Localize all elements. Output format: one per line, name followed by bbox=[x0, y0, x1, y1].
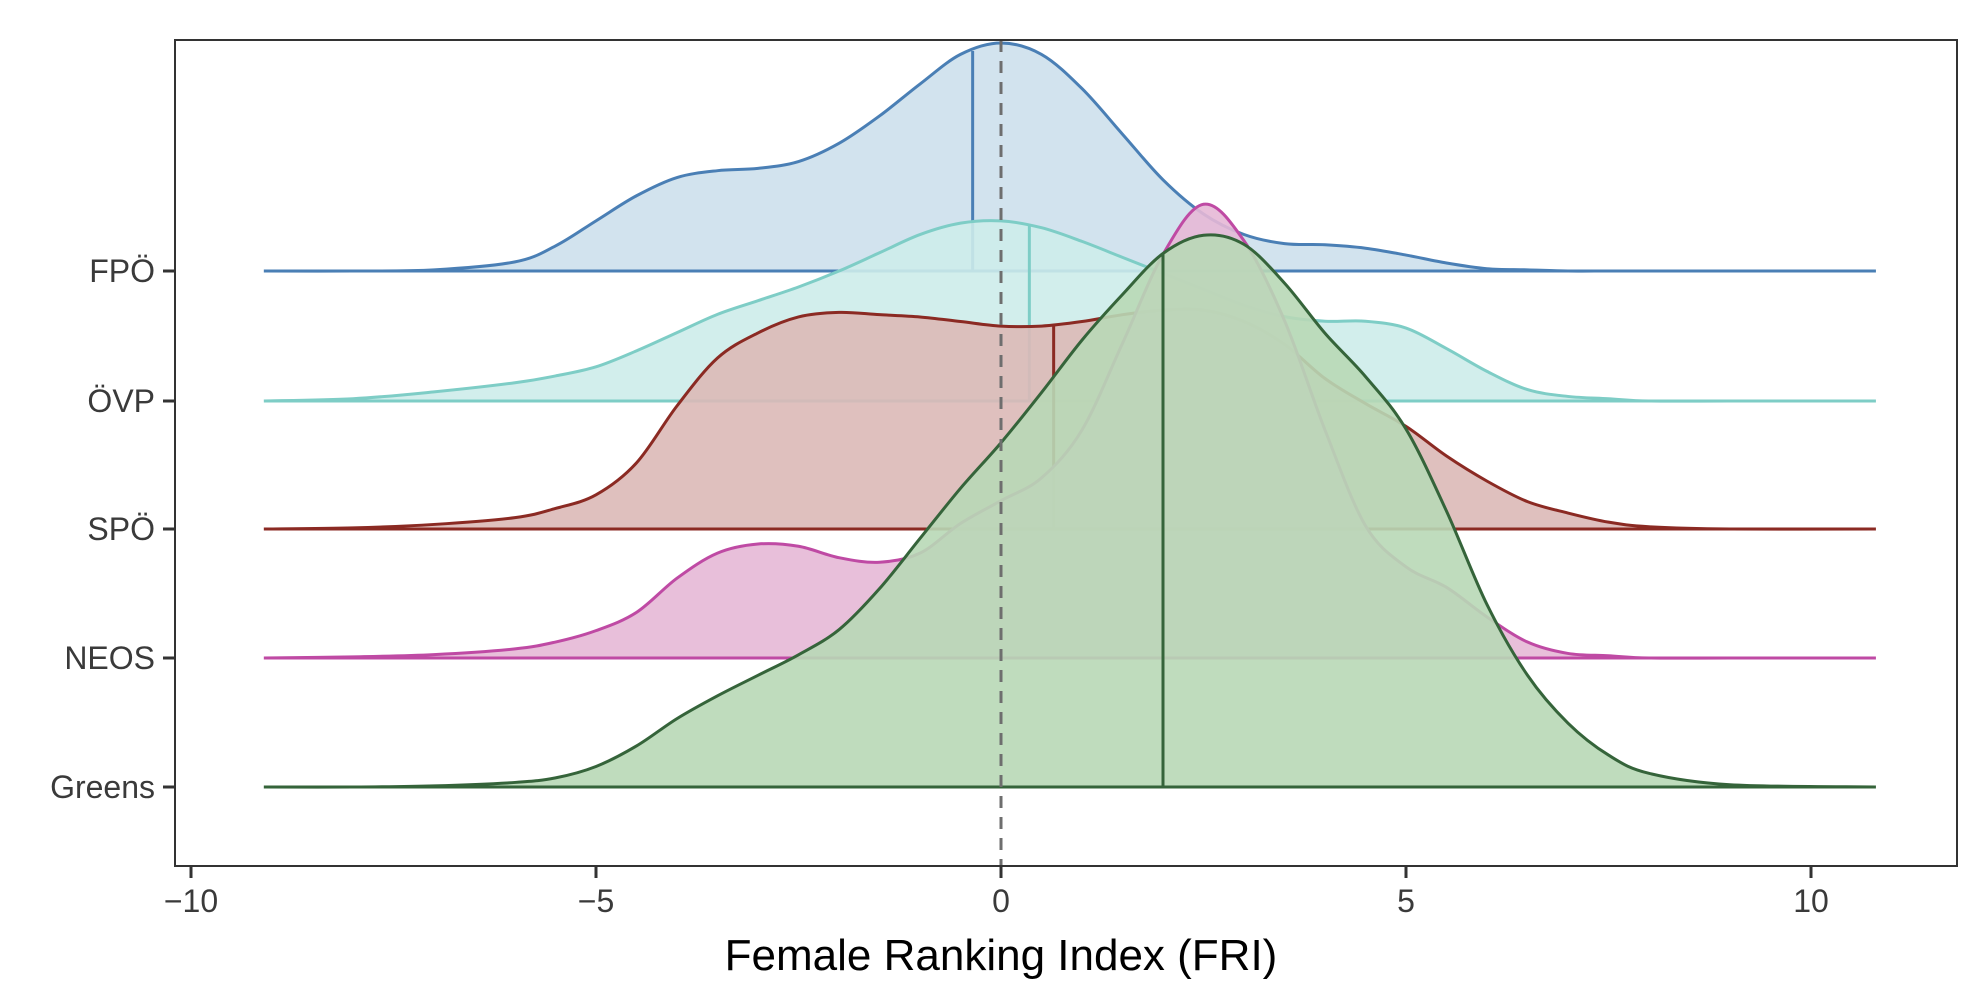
x-tick-label-4: 10 bbox=[1793, 883, 1829, 919]
x-tick-label-0: −10 bbox=[164, 883, 218, 919]
ridge-greens bbox=[263, 233, 1876, 789]
ridge-line-fp bbox=[263, 41, 1876, 273]
x-tick-label-3: 5 bbox=[1397, 883, 1415, 919]
y-tick-label-fp: FPÖ bbox=[89, 253, 155, 289]
x-tick-label-1: −5 bbox=[578, 883, 614, 919]
y-tick-label-greens: Greens bbox=[50, 769, 155, 805]
x-axis: −10 −5 0 5 10 bbox=[164, 866, 1829, 919]
y-tick-label-neos: NEOS bbox=[64, 640, 155, 676]
ridge-line-greens bbox=[263, 233, 1876, 789]
x-tick-label-2: 0 bbox=[992, 883, 1010, 919]
x-axis-title: Female Ranking Index (FRI) bbox=[725, 931, 1278, 980]
ridge-line-sp bbox=[263, 307, 1876, 531]
density-ridges bbox=[263, 41, 1876, 789]
ridge-area-greens bbox=[263, 234, 1876, 788]
panel-border bbox=[174, 39, 1958, 867]
y-tick-label-vp: ÖVP bbox=[87, 383, 155, 419]
ridge-line-vp bbox=[263, 219, 1876, 403]
y-tick-label-sp: SPÖ bbox=[87, 511, 155, 547]
ridge-area-vp bbox=[263, 220, 1876, 402]
y-axis: FPÖ ÖVP SPÖ NEOS Greens bbox=[50, 253, 175, 805]
ridge-area-fp bbox=[263, 43, 1876, 272]
